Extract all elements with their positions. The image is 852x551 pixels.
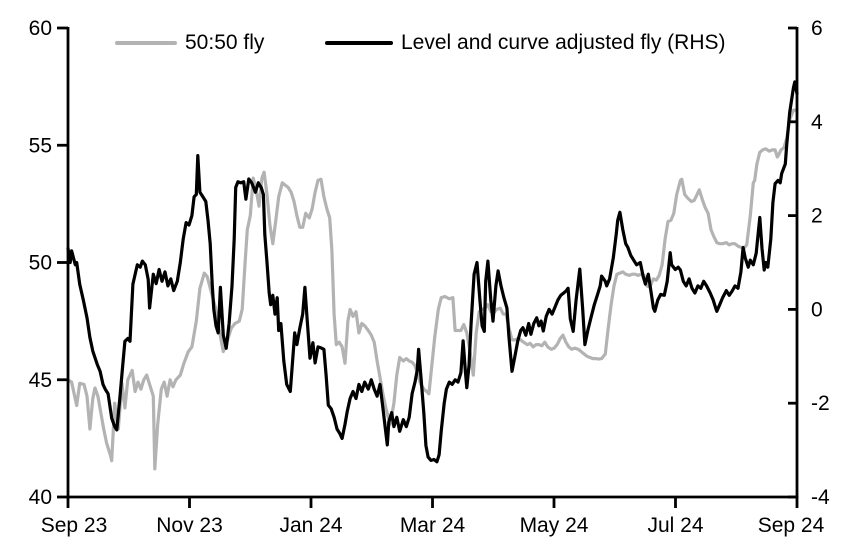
left-axis-tick-label: 45 [29,369,52,392]
right-axis-tick-label: 2 [811,205,823,228]
x-axis-tick-label: Sep 23 [41,514,108,537]
x-axis-tick-label: Jul 24 [647,514,703,537]
x-axis-tick-label: Nov 23 [156,514,223,537]
right-axis-tick-label: 4 [811,111,823,134]
right-axis-tick-label: -2 [811,392,830,415]
x-axis-tick-label: Jan 24 [279,514,342,537]
black-series-line [66,80,799,464]
right-axis-tick-label: 6 [811,17,823,40]
x-axis-tick-label: May 24 [520,514,589,537]
x-axis-tick-label: Mar 24 [400,514,466,537]
gray-series-line [66,108,799,471]
right-axis-tick-label: -4 [811,486,830,509]
left-axis-tick-label: 60 [29,17,52,40]
left-axis-tick-label: 55 [29,134,52,157]
left-axis-tick-label: 40 [29,486,52,509]
left-axis-tick-label: 50 [29,252,52,275]
x-axis-tick-label: Sep 24 [758,514,825,537]
right-axis-tick-label: 0 [811,298,823,321]
